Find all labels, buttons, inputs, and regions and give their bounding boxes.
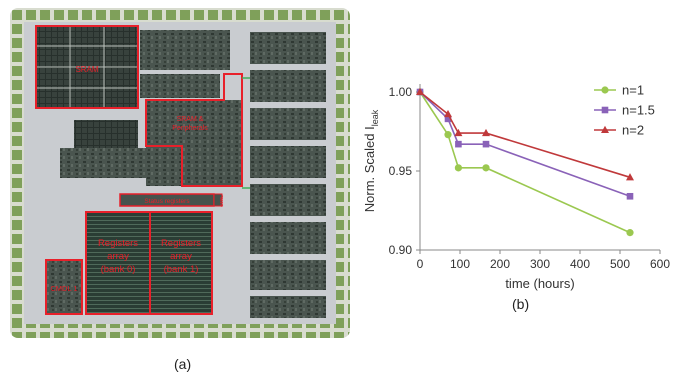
legend-label: n=1 [622, 83, 644, 98]
data-point-n=1 [444, 131, 452, 139]
ctrl-box [213, 193, 223, 207]
data-point-n=2 [416, 87, 424, 95]
legend-marker [601, 106, 609, 114]
chart-axes: 0 100 200 300 400 500 600 0.90 0.95 1.00 [389, 84, 670, 271]
sram-peripherals-label-2: Peripherals [172, 125, 208, 132]
registers-bank-0-label-1: Registers [98, 238, 138, 249]
cmdl-box [45, 259, 83, 315]
data-point-n=2 [444, 109, 452, 118]
cmdl-label: CMDL 1 [50, 284, 77, 293]
sram-label: SRAM [75, 65, 98, 74]
y-tick-label: 0.90 [389, 243, 413, 257]
data-point-n=1.5 [626, 192, 634, 200]
data-point-n=1 [626, 229, 634, 237]
y-tick-label: 1.00 [389, 85, 413, 99]
sram-peripherals-outline [145, 73, 243, 187]
caption-b: (b) [512, 296, 530, 312]
registers-bank-1 [149, 211, 213, 315]
caption-a: (a) [174, 356, 192, 372]
sram-peripherals-label-1: SRAM & [177, 116, 204, 123]
registers-bank-1-label-3: (bank 1) [164, 264, 199, 275]
data-point-n=2 [626, 173, 634, 181]
registers-bank-1-label-2: array [170, 251, 192, 262]
y-tick-label: 0.95 [389, 164, 413, 178]
data-point-n=1 [482, 164, 490, 172]
x-tick-label: 300 [530, 257, 550, 271]
data-point-n=2 [454, 128, 463, 137]
registers-bank-0-label-3: (bank 0) [101, 264, 136, 275]
x-tick-label: 400 [570, 257, 590, 271]
legend-marker [601, 125, 609, 133]
series-line-n=1 [419, 91, 631, 234]
x-axis-label: time (hours) [505, 276, 574, 291]
right-module-column [250, 32, 326, 318]
x-tick-label: 600 [650, 257, 670, 271]
chip-micrograph: SRAM SRAM & Peripherals Status registers… [10, 8, 350, 338]
registers-bank-0-label-2: array [107, 251, 129, 262]
x-tick-label: 500 [610, 257, 630, 271]
mid-logic-block [140, 74, 220, 98]
status-registers-label: Status registers [144, 198, 190, 205]
data-point-n=1.5 [455, 140, 462, 148]
left-logic-block [60, 148, 156, 178]
legend-label: n=2 [622, 123, 644, 138]
sram-block [35, 25, 139, 109]
x-tick-label: 200 [490, 257, 510, 271]
x-tick-label: 100 [450, 257, 470, 271]
upper-logic-block [140, 30, 230, 70]
y-axis-label: Norm. Scaled Ileak [362, 109, 380, 212]
leakage-chart: 0 100 200 300 400 500 600 0.90 0.95 1.00 n=1 n=1.5… [362, 83, 670, 292]
ctrl-label: CTRL [219, 195, 224, 207]
data-point-n=1.5 [482, 140, 490, 148]
registers-bank-0 [85, 211, 151, 315]
legend-marker [601, 86, 609, 94]
x-tick-label: 0 [417, 257, 424, 271]
chart-legend: n=1 n=1.5 n=2 [594, 83, 655, 138]
registers-bank-1-label-1: Registers [161, 238, 201, 249]
data-point-n=2 [482, 128, 490, 137]
legend-label: n=1.5 [622, 103, 655, 118]
data-point-n=1.5 [444, 115, 452, 123]
sram-peripherals-fill [146, 100, 242, 186]
data-point-n=1 [454, 164, 462, 172]
chart-series [416, 87, 634, 237]
